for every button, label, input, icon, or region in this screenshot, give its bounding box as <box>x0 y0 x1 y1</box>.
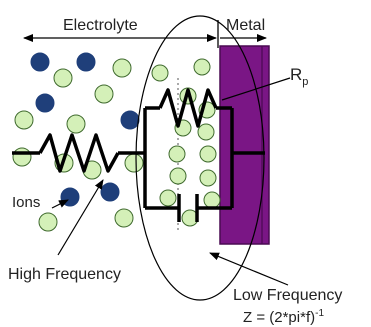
electrolyte-label: Electrolyte <box>63 17 138 34</box>
rp-label: Rp <box>290 65 308 88</box>
light-ion <box>199 145 217 163</box>
light-ion <box>193 58 211 76</box>
dark-ion <box>100 182 120 202</box>
light-ion <box>14 110 34 130</box>
light-ion <box>38 212 58 232</box>
light-ion <box>203 191 221 209</box>
impedance-superscript: -1 <box>315 308 324 319</box>
light-ion <box>169 167 187 185</box>
light-ion <box>94 84 114 104</box>
light-ion <box>124 153 144 173</box>
low-frequency-label: Low Frequency <box>233 287 342 304</box>
rp-pointer-line <box>221 77 291 101</box>
light-ion <box>114 208 134 228</box>
dark-ion <box>30 52 50 72</box>
ions-pointer-arrow <box>51 199 69 209</box>
equivalent-circuit <box>12 88 265 222</box>
metal-block <box>219 45 270 245</box>
high-frequency-label: High Frequency <box>8 266 121 283</box>
impedance-main: Z = (2*pi*f) <box>243 309 315 326</box>
double-layer-ellipse <box>135 15 265 301</box>
light-ion <box>12 147 32 167</box>
light-ion <box>112 58 132 78</box>
light-ion <box>151 64 169 82</box>
impedance-formula: Z = (2*pi*f)-1 <box>243 308 324 326</box>
dark-ion <box>35 93 55 113</box>
rp-main: R <box>290 65 302 84</box>
dark-ion <box>76 52 96 72</box>
light-ion <box>53 68 73 88</box>
polarization-resistor <box>158 88 218 128</box>
light-ion <box>197 123 215 141</box>
dark-ion <box>120 110 140 130</box>
light-ion <box>66 114 86 134</box>
low-frequency-arrow <box>209 252 289 286</box>
light-ion <box>168 145 186 163</box>
solution-resistor <box>38 133 120 173</box>
rp-subscript: p <box>302 76 308 88</box>
ions-group <box>12 52 221 232</box>
metal-label: Metal <box>226 17 265 34</box>
light-ion <box>159 189 177 207</box>
light-ion <box>199 169 217 187</box>
high-frequency-arrow <box>57 179 104 256</box>
ions-label: Ions <box>12 194 40 211</box>
dark-ion <box>60 187 80 207</box>
